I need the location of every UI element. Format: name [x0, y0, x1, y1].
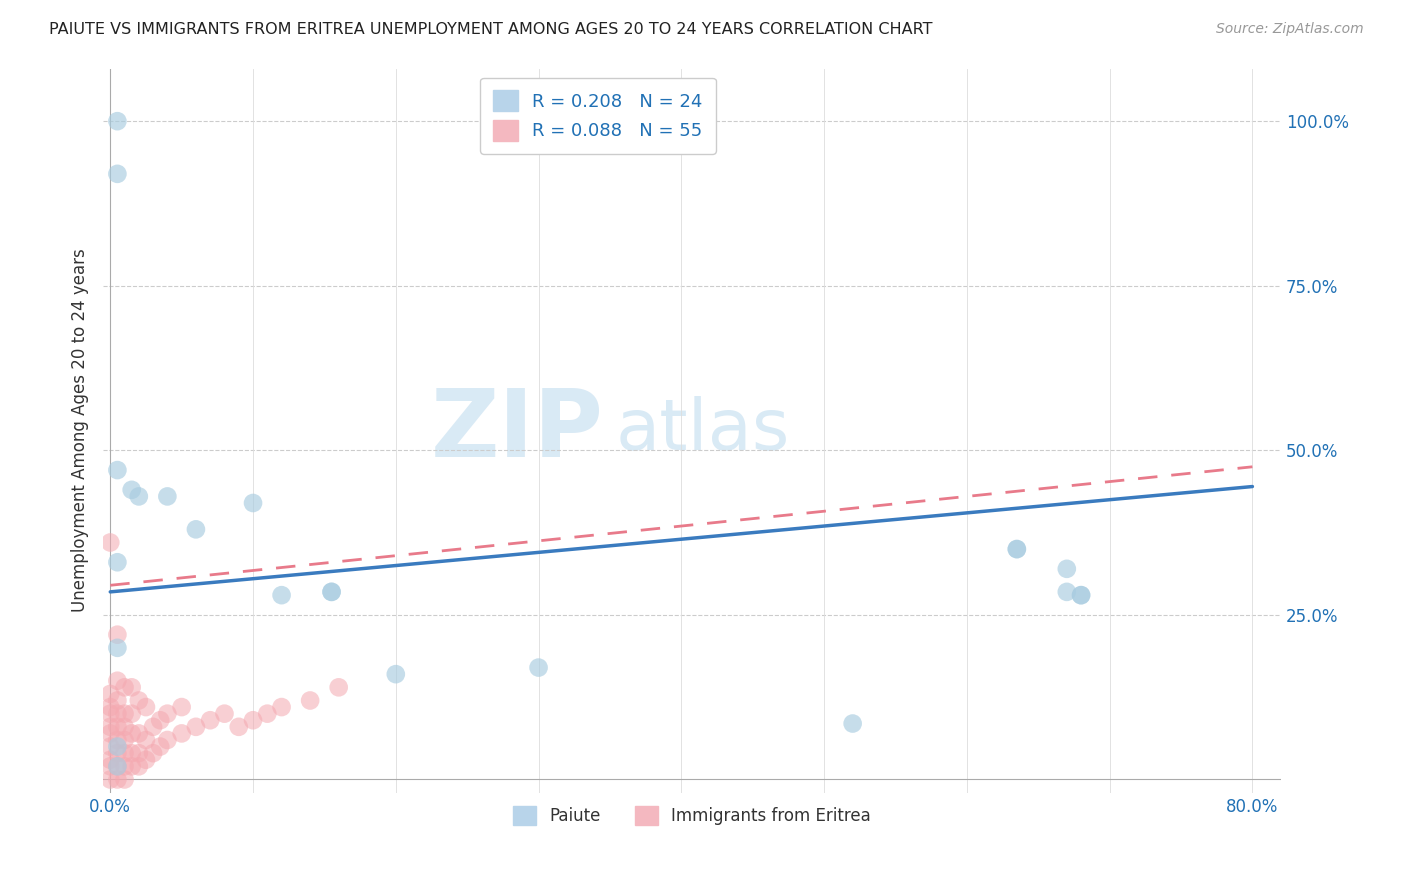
Point [256, 706, 278, 721]
Point [98, 720, 121, 734]
Point [114, 706, 136, 721]
Point [121, 706, 143, 721]
Point [1070, 588, 1092, 602]
Point [184, 522, 207, 536]
Point [107, 746, 129, 760]
Point [107, 640, 129, 655]
Point [114, 720, 136, 734]
Point [121, 483, 143, 497]
Point [98, 535, 121, 549]
Point [170, 726, 193, 740]
Point [114, 746, 136, 760]
Point [156, 490, 179, 504]
Point [107, 720, 129, 734]
Point [128, 746, 150, 760]
Point [270, 700, 292, 714]
Point [299, 693, 322, 707]
Point [135, 700, 157, 714]
Point [121, 681, 143, 695]
Point [98, 772, 121, 787]
Point [121, 759, 143, 773]
Point [121, 726, 143, 740]
Text: ZIP: ZIP [430, 384, 603, 476]
Point [128, 693, 150, 707]
Point [149, 713, 172, 727]
Point [107, 628, 129, 642]
Point [107, 739, 129, 754]
Point [98, 687, 121, 701]
Point [156, 733, 179, 747]
Point [135, 753, 157, 767]
Point [98, 759, 121, 773]
Point [142, 720, 165, 734]
Point [114, 681, 136, 695]
Point [98, 726, 121, 740]
Point [242, 713, 264, 727]
Point [107, 167, 129, 181]
Point [107, 759, 129, 773]
Point [107, 463, 129, 477]
Point [121, 746, 143, 760]
Point [128, 759, 150, 773]
Point [98, 700, 121, 714]
Point [170, 700, 193, 714]
Point [107, 114, 129, 128]
Point [128, 726, 150, 740]
Point [321, 585, 343, 599]
Point [142, 746, 165, 760]
Legend: Paiute, Immigrants from Eritrea: Paiute, Immigrants from Eritrea [503, 796, 882, 835]
Point [135, 733, 157, 747]
Point [114, 733, 136, 747]
Point [270, 588, 292, 602]
Point [1005, 542, 1028, 557]
Point [200, 713, 222, 727]
Point [107, 759, 129, 773]
Point [184, 720, 207, 734]
Point [114, 759, 136, 773]
Point [107, 693, 129, 707]
Point [98, 753, 121, 767]
Text: Source: ZipAtlas.com: Source: ZipAtlas.com [1216, 22, 1364, 37]
Point [128, 490, 150, 504]
Point [385, 667, 408, 681]
Y-axis label: Unemployment Among Ages 20 to 24 years: Unemployment Among Ages 20 to 24 years [72, 249, 89, 613]
Point [228, 720, 250, 734]
Point [1070, 588, 1092, 602]
Point [107, 706, 129, 721]
Point [107, 673, 129, 688]
Point [214, 706, 236, 721]
Point [114, 772, 136, 787]
Text: atlas: atlas [616, 396, 790, 465]
Point [1005, 542, 1028, 557]
Point [321, 585, 343, 599]
Point [242, 496, 264, 510]
Point [149, 739, 172, 754]
Point [107, 772, 129, 787]
Point [527, 660, 550, 674]
Point [156, 706, 179, 721]
Text: PAIUTE VS IMMIGRANTS FROM ERITREA UNEMPLOYMENT AMONG AGES 20 TO 24 YEARS CORRELA: PAIUTE VS IMMIGRANTS FROM ERITREA UNEMPL… [49, 22, 932, 37]
Point [1056, 562, 1078, 576]
Point [107, 555, 129, 569]
Point [98, 706, 121, 721]
Point [328, 681, 350, 695]
Point [841, 716, 863, 731]
Point [107, 733, 129, 747]
Point [98, 739, 121, 754]
Point [1056, 585, 1078, 599]
